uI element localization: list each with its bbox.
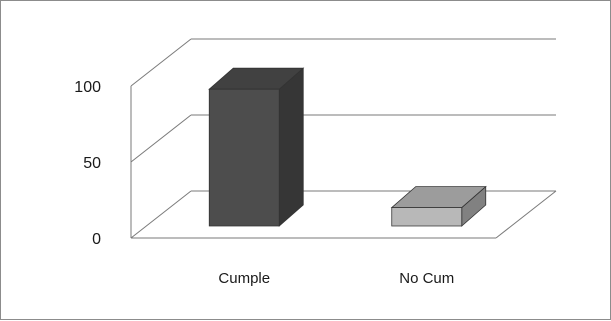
y-tick-label: 50 [83, 155, 101, 172]
bar-no-cum [391, 207, 463, 227]
x-category-label: Cumple [218, 270, 270, 287]
bar-cumple [208, 88, 280, 227]
x-category-label: No Cum [399, 270, 454, 287]
y-tick-label: 100 [74, 79, 101, 96]
bar-side-cumple [278, 67, 304, 227]
floor-right-edge [495, 190, 557, 239]
left-wall-gridline [130, 190, 192, 239]
y-tick-label: 0 [92, 231, 101, 248]
left-wall-gridline [130, 38, 192, 87]
left-wall-gridline [130, 114, 192, 163]
